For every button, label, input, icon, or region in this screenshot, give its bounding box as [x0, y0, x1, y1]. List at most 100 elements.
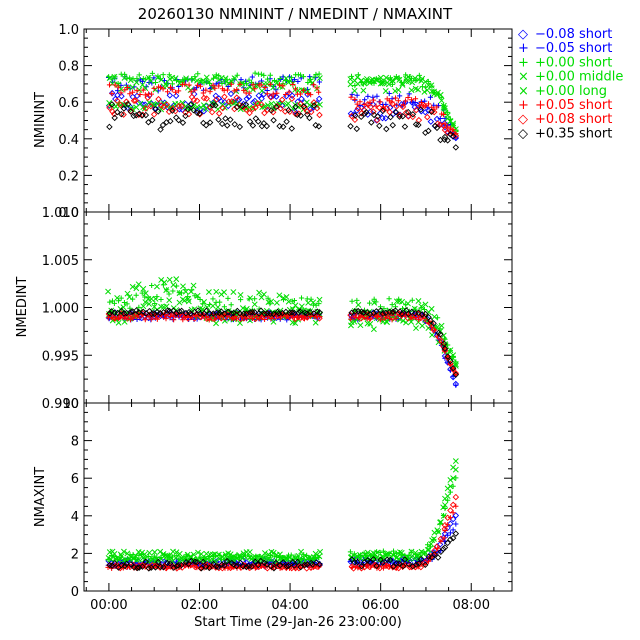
data-point: [146, 549, 153, 556]
data-point: [243, 81, 250, 87]
data-point: [308, 92, 314, 98]
data-point: [227, 116, 234, 123]
data-point: [172, 75, 179, 82]
data-point: [409, 111, 417, 118]
legend-item: × +0.00 middle: [518, 70, 623, 85]
legend-item: ◇ −0.08 short: [518, 27, 612, 42]
data-point: [199, 311, 207, 318]
data-point: [290, 81, 296, 88]
data-point: [361, 110, 368, 117]
data-point: [223, 557, 231, 565]
data-point: [297, 563, 304, 571]
data-point: [106, 123, 113, 131]
data-point: [386, 90, 392, 97]
data-point: [268, 315, 274, 322]
data-point: [261, 310, 268, 318]
data-point: [424, 556, 432, 564]
data-point: [285, 562, 292, 570]
data-point: [408, 548, 415, 555]
data-point: [169, 107, 176, 114]
data-point: [252, 296, 258, 302]
data-point: [452, 493, 460, 501]
data-point: [254, 118, 262, 125]
data-point: [316, 111, 323, 119]
data-point: [249, 105, 256, 113]
data-point: [361, 563, 368, 571]
data-point: [442, 502, 448, 508]
data-point: [105, 288, 112, 295]
data-point: [306, 114, 313, 122]
data-point: [118, 553, 125, 560]
data-point: [163, 101, 171, 108]
data-point: [433, 91, 440, 98]
data-point: [172, 89, 179, 95]
data-point: [447, 520, 454, 528]
data-point: [151, 549, 158, 556]
data-point: [442, 336, 448, 342]
data-point: [444, 137, 451, 144]
data-point: [166, 72, 172, 78]
data-point: [280, 83, 286, 89]
data-point: [252, 70, 258, 76]
data-point: [251, 301, 258, 308]
data-point: [121, 318, 128, 325]
data-point: [444, 514, 451, 521]
data-point: [254, 100, 261, 107]
data-point: [405, 94, 411, 101]
data-point: [273, 314, 280, 322]
data-point: [437, 535, 445, 543]
data-point: [148, 316, 154, 322]
data-point: [172, 92, 180, 100]
data-point: [170, 307, 177, 314]
data-point: [190, 76, 197, 83]
data-point: [227, 551, 234, 558]
data-point: [291, 108, 298, 115]
data-point: [190, 106, 197, 114]
data-point: [445, 532, 451, 538]
data-point: [447, 131, 454, 138]
data-point: [121, 299, 128, 306]
data-point: [221, 93, 228, 101]
data-point: [212, 558, 219, 565]
data-point: [186, 82, 192, 88]
data-point: [183, 75, 190, 82]
points-layer: [105, 70, 460, 572]
data-point: [149, 282, 155, 289]
data-point: [139, 290, 145, 296]
data-point: [397, 549, 403, 556]
data-point: [438, 322, 445, 329]
data-point: [200, 102, 207, 109]
data-point: [417, 106, 425, 113]
y-tick-label: 0.990: [42, 397, 79, 412]
data-point: [389, 100, 396, 108]
data-point: [274, 90, 280, 96]
data-point: [314, 85, 320, 91]
data-point: [258, 71, 264, 77]
data-point: [163, 303, 170, 310]
data-point: [396, 111, 403, 119]
data-point: [379, 310, 387, 318]
data-point: [217, 308, 225, 315]
data-point: [133, 557, 140, 563]
data-point: [204, 555, 210, 562]
data-point: [196, 111, 204, 118]
data-point: [264, 102, 271, 109]
data-point: [242, 101, 250, 108]
data-point: [176, 88, 182, 94]
data-point: [272, 103, 280, 111]
data-point: [120, 313, 127, 320]
data-point: [107, 299, 113, 305]
data-point: [245, 93, 253, 101]
data-point: [285, 556, 292, 563]
data-point: [362, 97, 368, 103]
data-point: [133, 79, 140, 86]
data-point: [127, 77, 134, 84]
data-point: [147, 78, 154, 85]
data-point: [267, 72, 273, 78]
data-point: [214, 304, 221, 311]
data-point: [231, 99, 238, 106]
data-point: [166, 276, 173, 283]
legend-label: +0.05 short: [535, 98, 612, 113]
data-point: [277, 554, 284, 561]
data-point: [429, 332, 435, 338]
